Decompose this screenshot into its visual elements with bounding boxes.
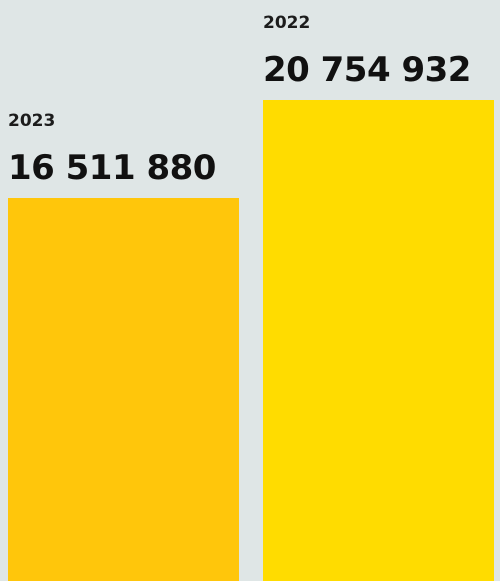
category-label-2022: 2022 (263, 13, 311, 33)
category-label-2023: 2023 (8, 111, 56, 131)
value-label-2022: 20 754 932 (263, 50, 471, 90)
bar-group-2022: 2022 20 754 932 (263, 0, 494, 581)
bar-2022 (263, 100, 494, 581)
bar-2023 (8, 198, 239, 581)
value-label-2023: 16 511 880 (8, 148, 216, 188)
bar-group-2023: 2023 16 511 880 (8, 0, 239, 581)
